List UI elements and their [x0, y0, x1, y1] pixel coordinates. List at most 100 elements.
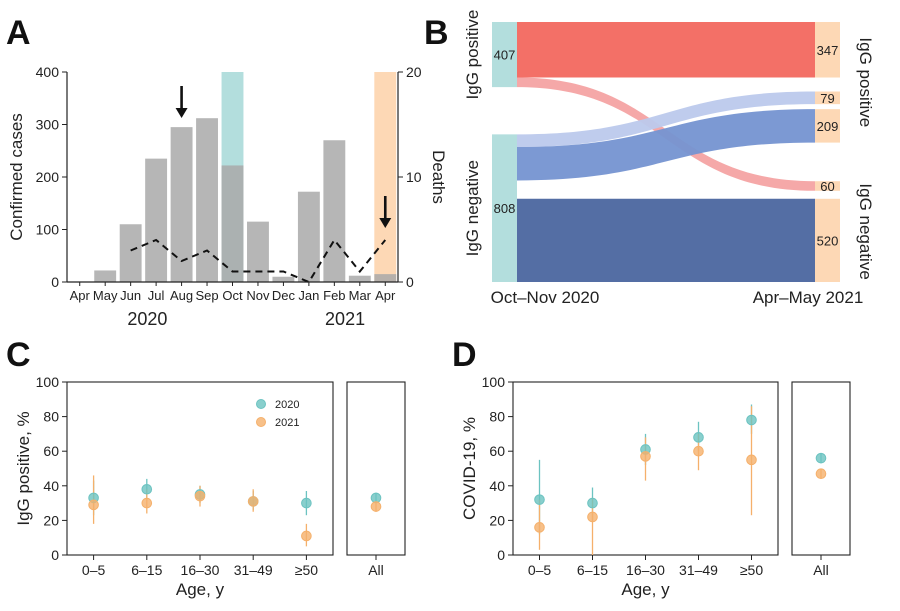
right-node-value: 209: [817, 119, 839, 134]
x-tick-label: 0–5: [528, 562, 552, 578]
bar-mar: [348, 275, 371, 282]
left-node-igg-negative: [492, 134, 517, 282]
flow-band-4: [517, 109, 815, 181]
bar-jan: [297, 191, 320, 282]
arrow-icon-head: [379, 218, 392, 228]
y-tick-label: 100: [482, 374, 506, 390]
x-tick-label: Jan: [298, 288, 319, 303]
data-point-2020: [746, 414, 757, 426]
right-node-value: 60: [820, 179, 834, 194]
data-point-2020: [301, 497, 312, 509]
x-axis-label: Age, y: [176, 580, 225, 599]
data-point-2021: [247, 496, 259, 507]
bar-oct: [221, 165, 244, 282]
data-point-2021: [640, 451, 651, 462]
x-tick-label: 31–49: [234, 562, 273, 578]
right-node-value: 520: [817, 233, 839, 248]
x-tick-label: 16–30: [626, 562, 665, 578]
right-node-segment-2: [815, 91, 840, 105]
y-tick-label: 100: [36, 222, 60, 238]
x-tick-label: Nov: [246, 288, 270, 303]
y2-axis-label: Deaths: [429, 150, 448, 204]
x-tick-label: Jun: [120, 288, 141, 303]
panel-b-sankey: 407 808 347 79 209 60 520 IgG positive IgG negat…: [463, 10, 875, 307]
panel-d-chart: 0 20 40 60 80 100 0–5 6–15 16–30 31–49 ≥50 All Age, …: [460, 374, 851, 599]
y-tick-label: 20: [43, 512, 59, 528]
left-label-igg-negative: IgG negative: [463, 160, 482, 256]
data-point-all-2020: [815, 452, 827, 464]
y-tick-label: 0: [51, 547, 59, 563]
y-tick-label: 400: [36, 64, 60, 80]
y-tick-label: 80: [43, 409, 59, 425]
data-point-2020: [587, 497, 598, 509]
right-label-igg-negative: IgG negative: [856, 183, 875, 279]
legend-label: 2020: [275, 399, 299, 411]
bar-feb: [323, 140, 346, 282]
y2-tick-label: 0: [406, 274, 414, 290]
y-tick-label: 0: [51, 274, 59, 290]
data-point-2020: [534, 494, 545, 505]
sankey-to-label: Apr–May 2021: [753, 288, 864, 307]
x-tick-label: Sep: [195, 288, 218, 303]
x-tick-label: Oct: [222, 288, 243, 303]
data-point-2021: [746, 454, 757, 466]
bar-sep: [196, 118, 218, 282]
x-tick-label: Feb: [323, 288, 345, 303]
right-label-igg-positive: IgG positive: [856, 37, 875, 127]
x-tick-label: 0–5: [82, 562, 106, 578]
y-tick-label: 200: [36, 169, 60, 185]
x-tick-label: Dec: [272, 288, 296, 303]
bar-aug: [170, 127, 193, 282]
y-tick-label: 40: [43, 478, 59, 494]
right-node-value: 347: [817, 43, 839, 58]
data-point-all-2021: [370, 501, 382, 512]
panel-label-a: A: [6, 14, 31, 52]
highlight-band-2: [374, 72, 397, 282]
right-node-segment-1: [815, 22, 840, 78]
data-point-2021: [693, 445, 704, 457]
x-tick-label: Jul: [148, 288, 165, 303]
data-point-2021: [534, 522, 545, 533]
bar-dec: [272, 276, 295, 282]
sankey-from-label: Oct–Nov 2020: [491, 288, 600, 307]
left-node-value: 808: [494, 201, 516, 216]
bar-may: [94, 270, 117, 282]
y-axis-label: IgG positive, %: [14, 411, 33, 525]
y-tick-label: 80: [489, 409, 505, 425]
panel-label-b: B: [424, 14, 449, 52]
x-tick-label: 6–15: [131, 562, 162, 578]
y-tick-label: 40: [489, 478, 505, 494]
data-point-2021: [88, 499, 99, 511]
data-point-2020: [693, 432, 704, 443]
x-tick-label: 6–15: [577, 562, 608, 578]
x-tick-label: ≥50: [740, 562, 763, 578]
panel-label-d: D: [452, 336, 477, 374]
y-tick-label: 300: [36, 117, 60, 133]
right-node-segment-3: [815, 109, 840, 143]
y2-tick-label: 10: [406, 169, 422, 185]
data-point-all-2021: [815, 468, 827, 479]
x-axis-label: Age, y: [621, 580, 670, 599]
year-label: 2021: [325, 309, 365, 329]
x-tick-label: 31–49: [679, 562, 718, 578]
x-tick-label: Aug: [170, 288, 193, 303]
data-point-2020: [141, 483, 153, 495]
bar-jul: [145, 158, 168, 282]
left-label-igg-positive: IgG positive: [463, 10, 482, 100]
y-tick-label: 60: [43, 443, 59, 459]
bar-jun: [119, 224, 142, 282]
y-tick-label: 20: [489, 512, 505, 528]
x-tick-label: Apr: [70, 288, 91, 303]
x-tick-label: Mar: [349, 288, 372, 303]
arrow-icon-head: [175, 108, 188, 118]
y-tick-label: 100: [36, 374, 60, 390]
legend-marker: [256, 417, 266, 427]
bar-nov: [247, 221, 269, 282]
x-tick-label: ≥50: [295, 562, 318, 578]
x-tick-label: Apr: [375, 288, 396, 303]
year-label: 2020: [127, 309, 167, 329]
all-frame: [346, 381, 406, 556]
legend-marker: [256, 399, 266, 409]
